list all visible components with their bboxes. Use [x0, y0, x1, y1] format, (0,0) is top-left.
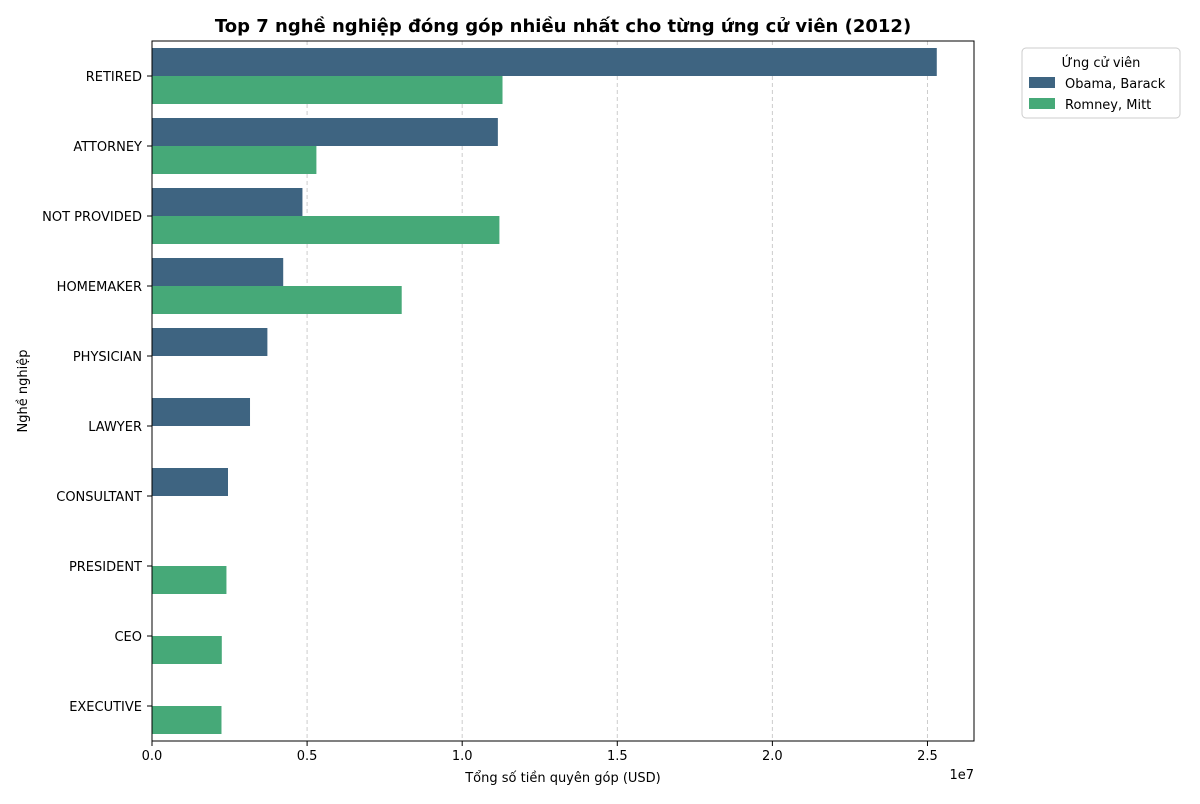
bar-obama [152, 328, 268, 356]
bar-romney [152, 566, 227, 594]
legend-items: Obama, Barack Romney, Mitt [1029, 77, 1166, 113]
y-axis-label: Nghề nghiệp [16, 350, 31, 433]
x-tick-label: 0.5 [297, 749, 318, 764]
legend-entry-label: Obama, Barack [1065, 77, 1166, 92]
plot-frame [151, 40, 975, 742]
bar-romney [152, 146, 317, 174]
y-tick-label: CEO [114, 630, 142, 645]
y-tick-label: EXECUTIVE [69, 700, 142, 715]
y-tick-label: CONSULTANT [56, 490, 142, 505]
bar-romney [152, 216, 500, 244]
x-tick-label: 1.5 [607, 749, 628, 764]
y-tick-label: HOMEMAKER [57, 280, 142, 295]
bar-obama [152, 188, 303, 216]
x-axis: 0.0 0.5 1.0 1.5 2.0 2.5 [142, 741, 938, 764]
y-tick-label: PRESIDENT [69, 560, 142, 575]
legend-entry-label: Romney, Mitt [1065, 98, 1151, 113]
bar-romney [152, 76, 503, 104]
bar-romney [152, 706, 222, 734]
y-tick-label: RETIRED [86, 70, 142, 85]
x-tick-label: 1.0 [452, 749, 473, 764]
bar-obama [152, 258, 284, 286]
y-axis: RETIRED ATTORNEY NOT PROVIDED HOMEMAKER PHYS… [42, 70, 152, 715]
y-tick-label: LAWYER [88, 420, 142, 435]
bar-obama [152, 468, 228, 496]
bar-obama [152, 118, 498, 146]
x-axis-offset-label: 1e7 [949, 768, 974, 783]
bar-obama [152, 398, 251, 426]
y-tick-label: NOT PROVIDED [42, 210, 142, 225]
x-tick-label: 0.0 [142, 749, 163, 764]
bar-romney [152, 286, 402, 314]
legend[interactable]: Ứng cử viên Obama, Barack Romney, Mitt [1021, 47, 1181, 119]
y-tick-label: PHYSICIAN [73, 350, 142, 365]
legend-box [1021, 47, 1181, 119]
legend-swatch [1029, 98, 1055, 109]
x-axis-label: Tổng số tiền quyên góp (USD) [464, 771, 661, 786]
bar-obama [152, 48, 937, 76]
bar-romney [152, 636, 222, 664]
x-tick-label: 2.5 [917, 749, 938, 764]
legend-swatch [1029, 77, 1055, 88]
legend-title: Ứng cử viên [1062, 55, 1141, 71]
x-tick-label: 2.0 [762, 749, 783, 764]
bars [152, 48, 937, 734]
y-tick-label: ATTORNEY [73, 140, 142, 155]
chart-title: Top 7 nghề nghiệp đóng góp nhiều nhất ch… [215, 16, 911, 37]
